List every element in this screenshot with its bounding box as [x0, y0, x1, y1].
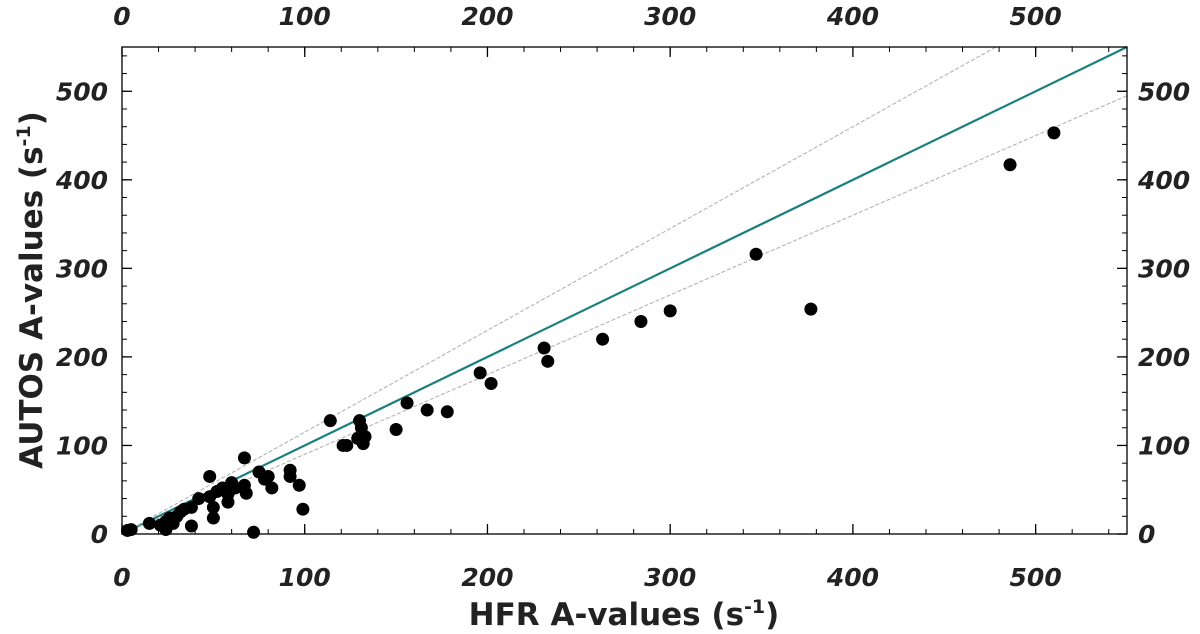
data-point — [1003, 158, 1017, 172]
data-point — [283, 469, 297, 483]
x-tick-label: 300 — [644, 563, 696, 592]
x-tick-label-top: 300 — [644, 2, 696, 31]
reference-lines — [121, 46, 1128, 535]
x-tick-label: 400 — [826, 563, 879, 592]
data-point — [265, 481, 279, 495]
y-tick-label-right: 400 — [1137, 166, 1190, 195]
data-point — [184, 519, 198, 533]
data-point — [206, 511, 220, 525]
x-tick-label: 100 — [279, 563, 331, 592]
data-point — [237, 451, 251, 465]
data-point — [473, 366, 487, 380]
x-tick-label: 500 — [1010, 563, 1062, 592]
data-point — [142, 516, 156, 530]
data-points — [120, 126, 1061, 539]
data-point — [537, 341, 551, 355]
data-point — [440, 405, 454, 419]
y-tick-label: 300 — [56, 254, 108, 283]
x-tick-label-top: 200 — [461, 2, 513, 31]
x-tick-label-top: 500 — [1010, 2, 1062, 31]
y-tick-label-right: 300 — [1138, 254, 1190, 283]
data-point — [400, 396, 414, 410]
data-point — [804, 302, 818, 316]
data-point — [389, 423, 403, 437]
data-point — [634, 314, 648, 328]
data-point — [292, 478, 306, 492]
data-point — [261, 469, 275, 483]
data-point — [247, 525, 261, 539]
data-point — [1047, 126, 1061, 140]
x-tick-label: 200 — [461, 563, 513, 592]
x-axis-title: HFR A-values (s-1) — [469, 596, 780, 633]
data-point — [192, 492, 206, 506]
y-tick-label-right: 100 — [1138, 431, 1190, 460]
lower-bound-line — [121, 95, 1128, 535]
data-point — [484, 376, 498, 390]
data-point — [203, 469, 217, 483]
data-point — [296, 502, 310, 516]
major-ticks — [121, 47, 1127, 535]
plot-frame — [121, 46, 1128, 535]
x-tick-label-top: 400 — [826, 2, 879, 31]
data-point — [124, 523, 138, 537]
data-point — [596, 332, 610, 346]
data-point — [323, 414, 337, 428]
y-tick-label: 0 — [91, 520, 108, 549]
data-point — [358, 430, 372, 444]
y-tick-label-right: 0 — [1138, 520, 1155, 549]
upper-bound-line — [121, 46, 997, 535]
y-tick-label-right: 200 — [1138, 343, 1190, 372]
y-axis-title: AUTOS A-values (s-1) — [13, 111, 50, 469]
data-point — [206, 500, 220, 514]
data-point — [663, 304, 677, 318]
data-point — [184, 500, 198, 514]
data-point — [541, 354, 555, 368]
data-point — [239, 486, 253, 500]
y-tick-label: 200 — [56, 343, 108, 372]
y-tick-label: 400 — [55, 166, 108, 195]
data-point — [420, 403, 434, 417]
x-tick-label-top: 0 — [113, 2, 130, 31]
data-point — [749, 247, 763, 261]
y-tick-label: 100 — [56, 431, 108, 460]
y-tick-label: 500 — [56, 77, 108, 106]
x-tick-label-top: 100 — [279, 2, 331, 31]
identity-line — [121, 46, 1128, 535]
y-tick-label-right: 500 — [1138, 77, 1190, 106]
data-point — [340, 438, 354, 452]
x-tick-label: 0 — [113, 563, 130, 592]
